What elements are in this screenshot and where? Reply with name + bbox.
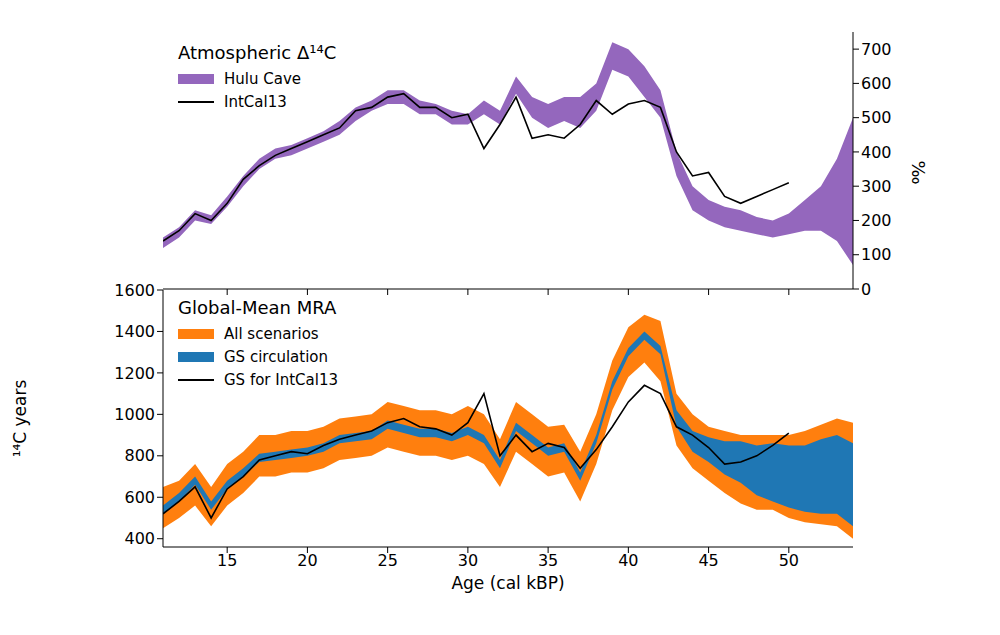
svg-text:600: 600 xyxy=(861,74,892,93)
svg-text:Age (cal kBP): Age (cal kBP) xyxy=(451,573,564,593)
svg-text:25: 25 xyxy=(377,551,397,570)
svg-text:300: 300 xyxy=(861,177,892,196)
svg-text:100: 100 xyxy=(861,245,892,264)
html-text:GS for IntCal13: GS for IntCal13 xyxy=(224,370,338,389)
svg-text:700: 700 xyxy=(861,40,892,59)
svg-text:40: 40 xyxy=(618,551,638,570)
svg-text:1400: 1400 xyxy=(114,322,155,341)
html-text:Global-Mean MRA: Global-Mean MRA xyxy=(178,297,337,318)
svg-text:¹⁴C years: ¹⁴C years xyxy=(10,380,30,458)
html-text:Hulu Cave: Hulu Cave xyxy=(224,69,301,88)
svg-text:0: 0 xyxy=(861,280,871,299)
svg-text:800: 800 xyxy=(124,446,155,465)
svg-text:200: 200 xyxy=(861,211,892,230)
svg-text:1600: 1600 xyxy=(114,281,155,300)
svg-text:30: 30 xyxy=(458,551,478,570)
svg-text:1200: 1200 xyxy=(114,364,155,383)
svg-text:400: 400 xyxy=(861,143,892,162)
html-text:IntCal13: IntCal13 xyxy=(224,92,287,111)
svg-text:50: 50 xyxy=(779,551,799,570)
svg-text:15: 15 xyxy=(217,551,237,570)
html-text:Atmospheric Δ¹⁴C: Atmospheric Δ¹⁴C xyxy=(178,42,337,63)
svg-text:1000: 1000 xyxy=(114,405,155,424)
svg-text:600: 600 xyxy=(124,488,155,507)
svg-text:‰: ‰ xyxy=(908,161,929,185)
html-text:GS circulation: GS circulation xyxy=(224,347,328,366)
svg-text:45: 45 xyxy=(698,551,718,570)
html-text:All scenarios: All scenarios xyxy=(224,324,319,343)
svg-text:35: 35 xyxy=(538,551,558,570)
svg-text:500: 500 xyxy=(861,108,892,127)
svg-text:20: 20 xyxy=(297,551,317,570)
svg-text:400: 400 xyxy=(124,529,155,548)
